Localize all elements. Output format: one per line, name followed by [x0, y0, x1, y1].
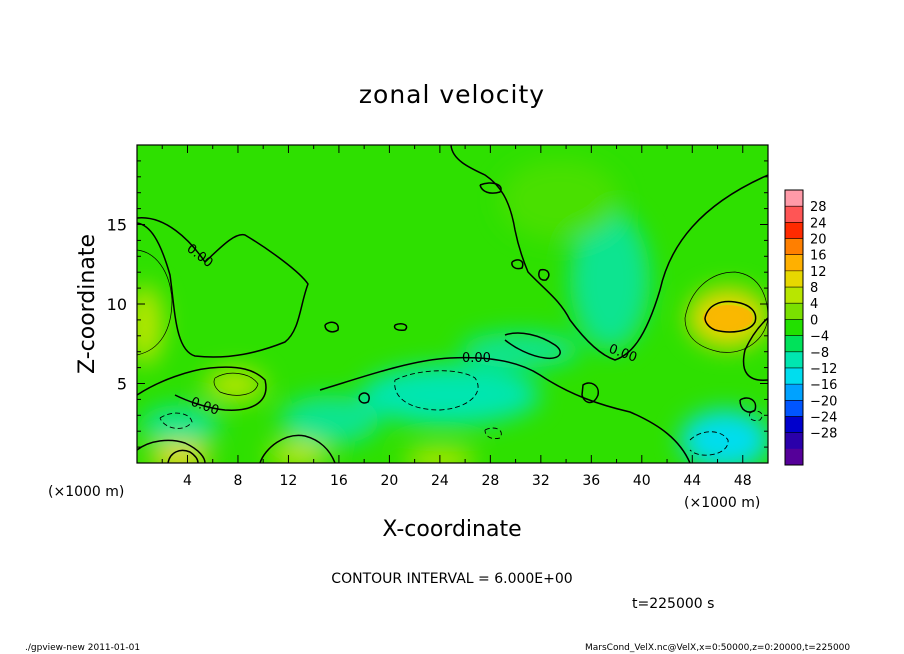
chart-title: zonal velocity — [359, 80, 545, 109]
colorbar-label: 8 — [810, 281, 818, 296]
colorbar-swatch — [785, 206, 803, 223]
colorbar-label: −28 — [810, 427, 837, 442]
x-tick-label-16: 16 — [330, 473, 348, 489]
colorbar-label: −4 — [810, 330, 829, 345]
colorbar-frame — [784, 189, 804, 466]
colorbar-label: 12 — [810, 265, 827, 280]
colorbar-label: −12 — [810, 362, 837, 377]
x-axis-unit: (×1000 m) — [684, 495, 760, 511]
colorbar-swatch — [785, 384, 803, 401]
colorbar-swatch — [785, 222, 803, 240]
x-tick-label-48: 48 — [734, 473, 752, 489]
colorbar-label: 28 — [810, 200, 827, 215]
x-tick-label-12: 12 — [280, 473, 298, 489]
colorbar-swatch — [785, 400, 803, 417]
colorbar-swatch — [785, 319, 803, 337]
x-axis-ticks: 4 8 12 16 20 24 28 32 36 40 44 48 — [161, 145, 752, 489]
contour-label-2: 0.00 — [462, 351, 491, 366]
time-label: t=225000 s — [632, 596, 714, 612]
colorbar-label: −24 — [810, 410, 837, 425]
x-axis-label: X-coordinate — [382, 517, 521, 542]
colorbar-label: 0 — [810, 313, 818, 328]
colorbar-label: 4 — [810, 297, 818, 312]
colorbar-label: 20 — [810, 233, 827, 248]
x-tick-label-32: 32 — [532, 473, 550, 489]
colorbar-swatch — [785, 367, 803, 385]
colorbar-swatch — [785, 270, 803, 288]
contour-interval: CONTOUR INTERVAL = 6.000E+00 — [331, 571, 572, 587]
colorbar-label: −8 — [810, 346, 829, 361]
y-axis-ticks: 5 10 15 — [107, 160, 768, 448]
x-tick-label-24: 24 — [431, 473, 449, 489]
y-tick-label-5: 5 — [117, 375, 127, 394]
footer-left: ./gpview-new 2011-01-01 — [25, 643, 140, 653]
y-axis-unit: (×1000 m) — [48, 484, 124, 500]
colorbar-label: −20 — [810, 394, 837, 409]
y-axis-label: Z-coordinate — [75, 234, 100, 374]
colorbar-swatch — [785, 448, 803, 466]
velocity-field — [137, 145, 768, 463]
x-tick-label-28: 28 — [481, 473, 499, 489]
footer-right: MarsCond_VelX.nc@VelX,x=0:50000,z=0:2000… — [585, 643, 850, 653]
colorbar-swatch — [785, 238, 803, 256]
colorbar-swatch — [785, 303, 803, 320]
y-tick-label-15: 15 — [107, 216, 127, 235]
colorbar-swatch — [785, 351, 803, 369]
colorbar-label: 24 — [810, 216, 827, 231]
colorbar-swatch — [785, 432, 803, 450]
colorbar-swatch — [785, 254, 803, 272]
x-tick-label-40: 40 — [633, 473, 651, 489]
y-tick-label-10: 10 — [107, 295, 127, 314]
x-tick-label-20: 20 — [380, 473, 398, 489]
colorbar-label: −16 — [810, 378, 837, 393]
x-tick-label-8: 8 — [233, 473, 242, 489]
colorbar-swatch — [785, 416, 803, 434]
colorbar-swatch — [785, 190, 803, 207]
colorbar-swatch — [785, 335, 803, 353]
x-tick-label-4: 4 — [183, 473, 192, 489]
colorbar-label: 16 — [810, 249, 827, 264]
colorbar-swatch — [785, 287, 803, 304]
x-tick-label-36: 36 — [582, 473, 600, 489]
x-tick-label-44: 44 — [683, 473, 701, 489]
